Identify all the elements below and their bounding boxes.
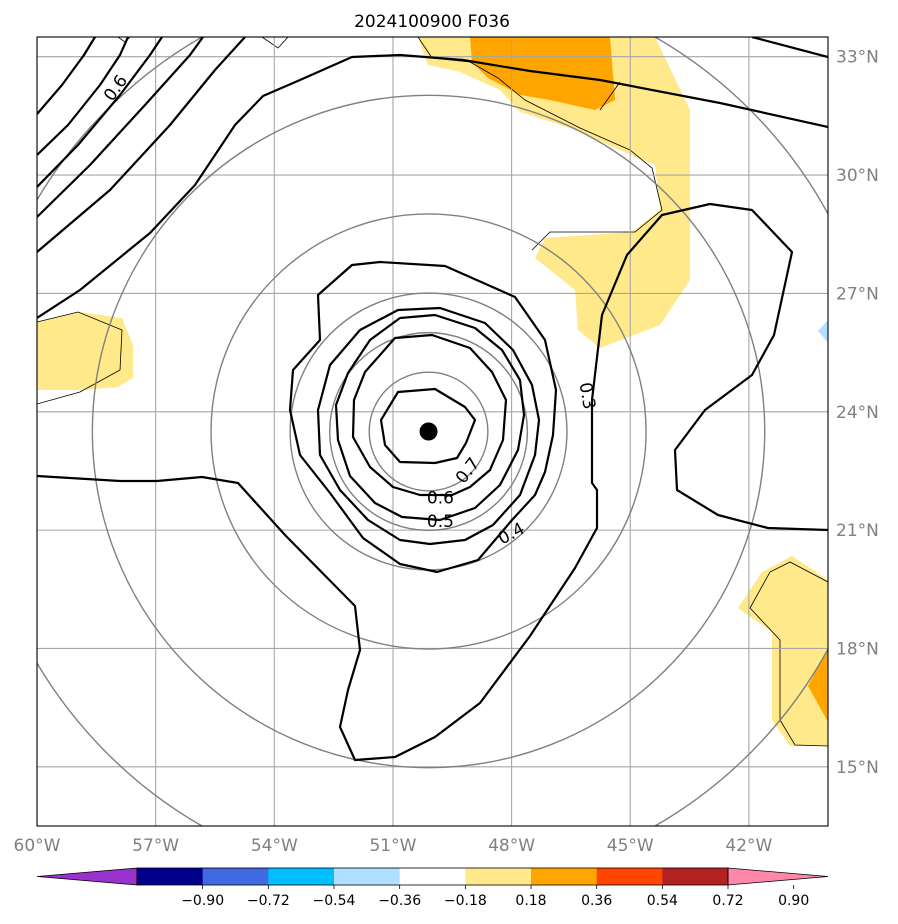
range-rings bbox=[37, 37, 828, 826]
contour-03 bbox=[288, 260, 558, 574]
colorbar-tick-labels: −0.90 −0.72 −0.54 −0.36 −0.18 0.18 0.36 0.54 0.7… bbox=[181, 885, 809, 909]
colorbar-segment bbox=[596, 868, 663, 885]
contour-label: 0.6 bbox=[427, 489, 454, 509]
colorbar-tick-label: −0.72 bbox=[247, 893, 290, 909]
shaded-regions bbox=[37, 37, 828, 746]
lat-tick-label: 30°N bbox=[836, 166, 879, 186]
lon-tick-label: 54°W bbox=[251, 836, 298, 856]
colorbar-frame bbox=[136, 867, 729, 886]
colorbar-extend-high bbox=[727, 867, 829, 886]
lon-tick-label: 51°W bbox=[369, 836, 416, 856]
thin-contour-north-east bbox=[599, 81, 621, 111]
colorbar-tick-label: 0.90 bbox=[778, 893, 809, 909]
colorbar-segment bbox=[531, 868, 598, 885]
lat-tick-label: 21°N bbox=[836, 521, 879, 541]
colorbar-segment bbox=[662, 868, 729, 885]
range-ring bbox=[328, 331, 529, 532]
range-ring bbox=[37, 37, 828, 826]
longitude-labels: 60°W 57°W 54°W 51°W 48°W 45°W 42°W bbox=[14, 836, 773, 856]
colorbar-segment bbox=[399, 868, 466, 885]
lat-tick-label: 27°N bbox=[836, 284, 879, 304]
colorbar bbox=[36, 867, 829, 886]
contour-label: 0.3 bbox=[575, 381, 599, 411]
lon-tick-label: 60°W bbox=[14, 836, 61, 856]
colorbar-tick-label: 0.36 bbox=[581, 893, 612, 909]
contour-05 bbox=[334, 313, 526, 522]
contour-04 bbox=[316, 306, 541, 546]
thin-contour-top-spike bbox=[261, 37, 289, 49]
colorbar-tick-label: −0.90 bbox=[181, 893, 224, 909]
contour-label: 0.4 bbox=[495, 519, 528, 549]
contour-nw-5 bbox=[37, 37, 96, 115]
colorbar-segment bbox=[268, 868, 335, 885]
contour-label: 0.5 bbox=[427, 512, 454, 532]
range-ring bbox=[91, 94, 766, 769]
range-ring bbox=[368, 371, 489, 492]
shade-east-blue bbox=[818, 320, 828, 343]
lon-tick-label: 57°W bbox=[132, 836, 179, 856]
contour-07 bbox=[379, 387, 477, 465]
shade-east-light bbox=[738, 556, 828, 746]
lat-tick-label: 33°N bbox=[836, 48, 879, 68]
colorbar-extend-low bbox=[36, 867, 138, 886]
colorbar-segment bbox=[137, 868, 204, 885]
contour-far-outer bbox=[37, 202, 828, 762]
colorbar-segment bbox=[465, 868, 532, 885]
contour-north-east-top bbox=[751, 37, 828, 59]
contour-north-upper bbox=[37, 53, 828, 319]
colorbar-tick-label: −0.18 bbox=[444, 893, 487, 909]
thin-contour-west bbox=[37, 311, 123, 405]
lon-tick-label: 48°W bbox=[488, 836, 535, 856]
thick-contours bbox=[37, 37, 828, 762]
lat-tick-label: 15°N bbox=[836, 758, 879, 778]
range-ring bbox=[210, 213, 647, 650]
shade-north-light bbox=[418, 37, 690, 348]
colorbar-tick-label: −0.36 bbox=[378, 893, 421, 909]
lon-tick-label: 42°W bbox=[725, 836, 772, 856]
contour-nw-1 bbox=[37, 37, 246, 253]
colorbar-tick-label: 0.72 bbox=[712, 893, 743, 909]
shade-east-orange bbox=[808, 648, 828, 722]
contour-06 bbox=[351, 333, 508, 497]
lon-tick-label: 45°W bbox=[607, 836, 654, 856]
latitude-labels: 33°N 30°N 27°N 24°N 21°N 18°N 15°N bbox=[836, 48, 879, 778]
lat-tick-label: 18°N bbox=[836, 639, 879, 659]
thin-contour-north bbox=[417, 37, 663, 251]
map-frame bbox=[36, 36, 829, 827]
colorbar-tick-label: 0.18 bbox=[515, 893, 546, 909]
thin-contour-east bbox=[749, 561, 828, 747]
contour-nw-4 bbox=[37, 37, 130, 156]
colorbar-segment bbox=[334, 868, 401, 885]
lat-tick-label: 24°N bbox=[836, 403, 879, 423]
colorbar-tick-label: 0.54 bbox=[647, 893, 678, 909]
colorbar-tick-label: −0.54 bbox=[313, 893, 356, 909]
contour-nw-3 bbox=[37, 37, 163, 188]
shade-west-light bbox=[37, 312, 133, 390]
chart-title: 2024100900 F036 bbox=[354, 12, 510, 32]
storm-center-marker bbox=[419, 422, 438, 441]
colorbar-segment bbox=[202, 868, 269, 885]
contour-nw-2 bbox=[37, 37, 204, 218]
